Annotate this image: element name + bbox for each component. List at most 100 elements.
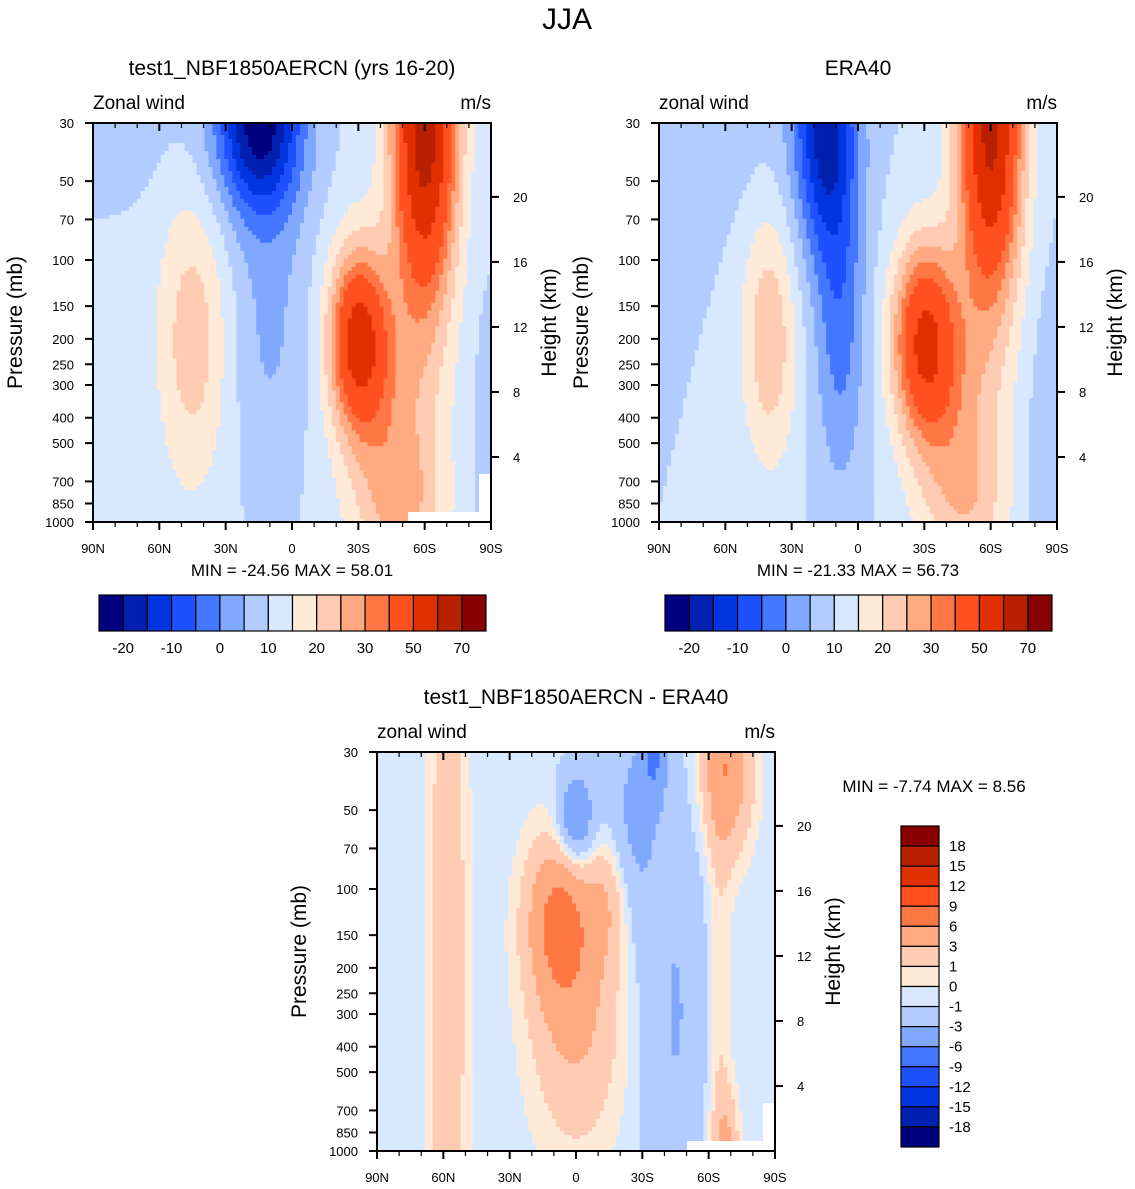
contour-cell xyxy=(722,250,752,256)
contour-cell xyxy=(977,482,998,487)
contour-cell xyxy=(451,418,476,423)
contour-cell xyxy=(371,162,385,168)
contour-cell xyxy=(742,358,756,363)
contour-cell xyxy=(865,186,887,192)
contour-cell xyxy=(1045,266,1058,272)
contour-cell xyxy=(140,190,206,196)
contour-cell xyxy=(674,446,756,451)
contour-cell xyxy=(842,294,855,300)
contour-cell xyxy=(782,362,795,367)
contour-cell xyxy=(280,202,293,208)
contour-cell xyxy=(315,158,337,164)
contour-cell xyxy=(743,755,756,761)
contour-cell xyxy=(945,410,959,415)
contour-cell xyxy=(343,262,357,268)
contour-cell xyxy=(889,338,895,344)
contour-cell xyxy=(707,775,744,781)
contour-cell xyxy=(459,346,480,352)
contour-cell xyxy=(180,394,206,399)
contour-cell xyxy=(443,138,452,144)
contour-cell xyxy=(997,446,1014,451)
contour-cell xyxy=(327,190,369,196)
contour-cell xyxy=(854,278,867,284)
x-tick-label: 0 xyxy=(288,541,295,556)
contour-cell xyxy=(770,166,787,172)
y-tick-label: 30 xyxy=(626,116,640,131)
contour-cell xyxy=(695,779,700,785)
contour-cell xyxy=(424,771,438,777)
contour-cell xyxy=(435,414,452,419)
contour-cell xyxy=(842,202,851,208)
contour-cell xyxy=(742,302,756,308)
contour-cell xyxy=(889,386,899,391)
contour-cell xyxy=(763,787,776,793)
contour-cell xyxy=(327,186,369,192)
contour-cell xyxy=(556,799,565,805)
contour-cell xyxy=(339,218,381,224)
contour-cell xyxy=(93,322,158,328)
contour-cell xyxy=(339,314,353,320)
contour-cell xyxy=(93,462,174,467)
contour-cell xyxy=(889,378,899,383)
contour-cell xyxy=(479,346,492,352)
contour-cell xyxy=(196,166,213,172)
contour-cell xyxy=(834,466,847,471)
contour-cell xyxy=(806,506,875,511)
contour-cell xyxy=(961,402,978,407)
contour-cell xyxy=(516,847,529,853)
contour-cell xyxy=(459,230,472,236)
contour-cell xyxy=(1009,134,1018,140)
contour-cell xyxy=(802,146,807,152)
contour-cell xyxy=(949,182,959,188)
contour-cell xyxy=(722,254,752,260)
contour-cell xyxy=(790,286,799,292)
contour-cell xyxy=(794,206,803,212)
contour-cell xyxy=(371,322,385,328)
contour-cell xyxy=(759,831,776,837)
contour-cell xyxy=(814,182,823,188)
contour-cell xyxy=(929,310,951,316)
contour-cell xyxy=(216,266,233,272)
contour-cell xyxy=(443,226,452,232)
contour-cell xyxy=(965,250,975,256)
contour-cell xyxy=(323,210,349,216)
contour-cell xyxy=(327,286,337,292)
contour-cell xyxy=(455,494,476,499)
contour-cell xyxy=(861,302,875,308)
contour-cell xyxy=(284,322,309,328)
contour-cell xyxy=(228,218,245,224)
contour-cell xyxy=(371,326,385,332)
contour-cell xyxy=(750,426,791,431)
contour-cell xyxy=(854,150,859,156)
contour-cell xyxy=(319,358,325,363)
contour-cell xyxy=(224,326,237,332)
contour-field xyxy=(377,752,776,1152)
contour-cell xyxy=(814,326,827,332)
contour-cell xyxy=(965,174,978,180)
contour-cell xyxy=(435,474,456,479)
contour-cell xyxy=(451,302,464,308)
contour-cell xyxy=(1029,514,1058,519)
contour-cell xyxy=(93,506,245,511)
contour-cell xyxy=(881,306,891,312)
contour-cell xyxy=(208,194,221,200)
contour-cell xyxy=(973,250,1002,256)
contour-cell xyxy=(762,406,776,411)
contour-cell xyxy=(826,342,851,348)
contour-cell xyxy=(755,767,764,773)
contour-cell xyxy=(786,142,795,148)
contour-cell xyxy=(423,366,440,371)
contour-cell xyxy=(683,759,696,765)
contour-cell xyxy=(786,210,795,216)
contour-cell xyxy=(459,123,468,128)
contour-cell xyxy=(375,142,385,148)
contour-cell xyxy=(913,394,951,399)
contour-cell xyxy=(455,370,476,375)
contour-cell xyxy=(893,326,903,332)
contour-cell xyxy=(1005,266,1014,272)
contour-cell xyxy=(969,222,986,228)
contour-cell xyxy=(909,462,927,467)
contour-cell xyxy=(180,282,206,288)
contour-cell xyxy=(861,378,875,383)
contour-cell xyxy=(659,146,787,152)
